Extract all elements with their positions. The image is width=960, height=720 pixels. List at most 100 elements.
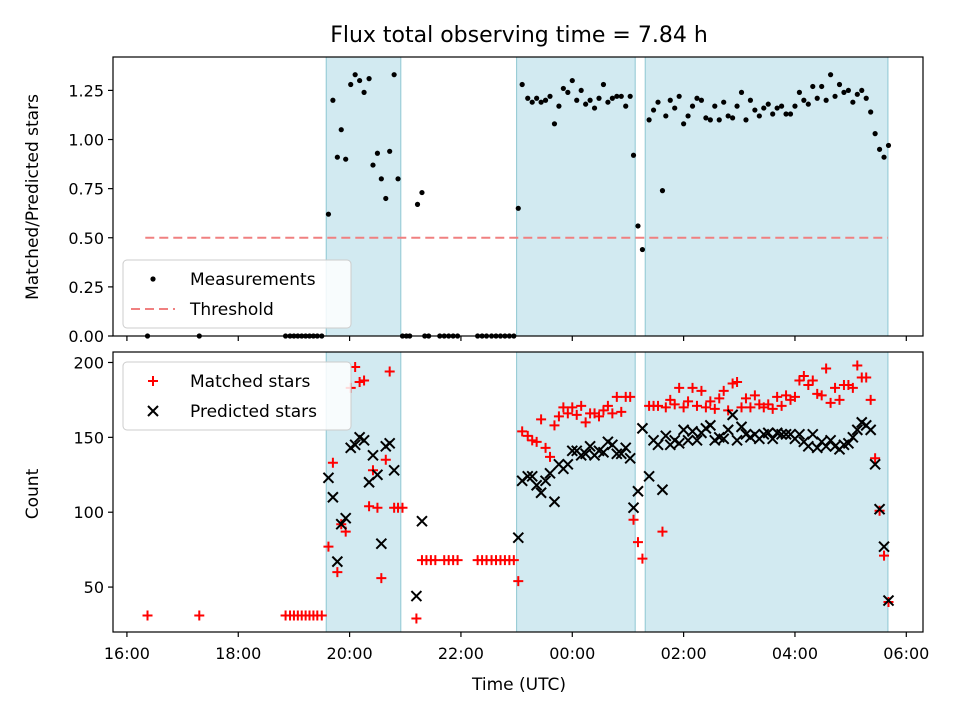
matched-star-point <box>696 385 707 396</box>
observing-interval <box>516 56 636 337</box>
matched-star-point <box>714 393 725 404</box>
observing-interval <box>325 351 402 633</box>
measurement-point <box>721 99 727 105</box>
predicted-star-point <box>731 434 743 447</box>
measurement-point <box>387 148 393 154</box>
matched-star-point <box>674 382 685 393</box>
matched-star-point <box>508 555 519 566</box>
legend-marker-dot <box>150 276 156 282</box>
matched-star-point <box>194 610 205 621</box>
measurement-point <box>850 99 856 105</box>
predicted-star-point <box>869 458 881 471</box>
matched-star-point <box>531 436 542 447</box>
predicted-star-point <box>660 430 672 442</box>
matched-star-point <box>861 372 872 383</box>
matched-star-point <box>598 405 609 416</box>
measurement-point <box>841 89 847 95</box>
matched-star-point <box>834 394 845 405</box>
predicted-star-point <box>606 439 619 451</box>
measurement-point <box>583 101 589 107</box>
measurement-point <box>707 117 713 123</box>
measurement-point <box>357 77 363 84</box>
measurement-point <box>698 97 705 103</box>
predicted-star-point <box>512 531 524 544</box>
measurement-point <box>419 189 425 196</box>
measurement-point <box>366 76 372 82</box>
predicted-star-point <box>864 424 877 436</box>
measurement-point <box>352 72 358 78</box>
matched-star-point <box>830 382 841 393</box>
measurement-point <box>823 97 829 103</box>
predicted-star-point <box>562 458 574 471</box>
y-tick-label: 200 <box>73 353 104 372</box>
matched-star-point <box>625 391 636 402</box>
predicted-star-point <box>682 434 694 447</box>
measurement-point <box>685 113 691 119</box>
predicted-star-point <box>780 428 792 441</box>
legend-box <box>122 361 352 431</box>
measurement-point <box>676 93 682 99</box>
measurement-point <box>542 97 549 103</box>
measurement-point <box>738 89 745 95</box>
matched-star-point <box>665 394 676 405</box>
y-tick-label: 0.25 <box>68 278 104 297</box>
matched-star-point <box>452 555 463 566</box>
matched-star-point <box>883 597 894 608</box>
matched-star-point <box>789 391 800 402</box>
legend-marker-cross <box>147 405 159 417</box>
measurement-point <box>681 121 687 127</box>
matched-star-point <box>411 613 422 624</box>
matched-star-point <box>384 366 395 377</box>
measurement-point <box>827 72 834 78</box>
legend-label: Threshold <box>189 300 274 320</box>
predicted-star-point <box>371 469 384 481</box>
matched-star-point <box>372 502 383 513</box>
matched-star-point <box>700 402 711 413</box>
matched-star-point <box>847 382 858 393</box>
matched-star-point <box>798 370 809 381</box>
predicted-star-point <box>656 484 669 496</box>
matched-star-point <box>558 402 569 413</box>
matched-star-point <box>397 502 408 513</box>
predicted-star-point <box>762 427 774 439</box>
predicted-star-point <box>726 409 739 421</box>
measurement-point <box>743 117 749 123</box>
matched-star-point <box>628 514 639 525</box>
predicted-star-point <box>677 424 690 436</box>
matched-star-point <box>607 408 618 419</box>
measurement-point <box>765 101 771 107</box>
measurement-point <box>716 117 722 123</box>
matched-star-point <box>691 400 702 411</box>
y-tick-label: 0.75 <box>68 180 104 199</box>
measurement-point <box>623 103 629 109</box>
measurement-point <box>845 87 852 94</box>
predicted-star-point <box>686 425 699 438</box>
matched-star-point <box>602 400 613 411</box>
matched-star-point <box>380 454 391 465</box>
measurement-point <box>569 77 575 84</box>
y-tick-label: 50 <box>84 578 104 597</box>
matched-star-point <box>745 402 756 413</box>
bottom-y-axis-label: Count <box>23 468 43 519</box>
measurement-point <box>810 83 816 90</box>
measurement-point <box>547 93 553 99</box>
matched-star-point <box>687 382 698 393</box>
figure-title: Flux total observing time = 7.84 h <box>330 23 708 48</box>
measurement-point <box>694 95 700 101</box>
matched-star-point <box>323 541 334 552</box>
predicted-star-point <box>358 434 370 447</box>
predicted-star-point <box>691 434 703 447</box>
predicted-star-point <box>775 428 788 441</box>
measurement-point <box>863 95 869 101</box>
matched-star-point <box>562 408 573 419</box>
legend-label: Measurements <box>190 270 316 290</box>
matched-star-point <box>657 526 668 537</box>
measurement-point <box>556 103 562 109</box>
predicted-star-point <box>636 422 649 435</box>
matched-star-point <box>549 420 560 431</box>
matched-star-point <box>879 550 890 561</box>
measurement-point <box>832 93 838 99</box>
matched-star-point <box>740 393 751 404</box>
measurement-point <box>374 150 381 156</box>
predicted-star-point <box>643 470 655 482</box>
